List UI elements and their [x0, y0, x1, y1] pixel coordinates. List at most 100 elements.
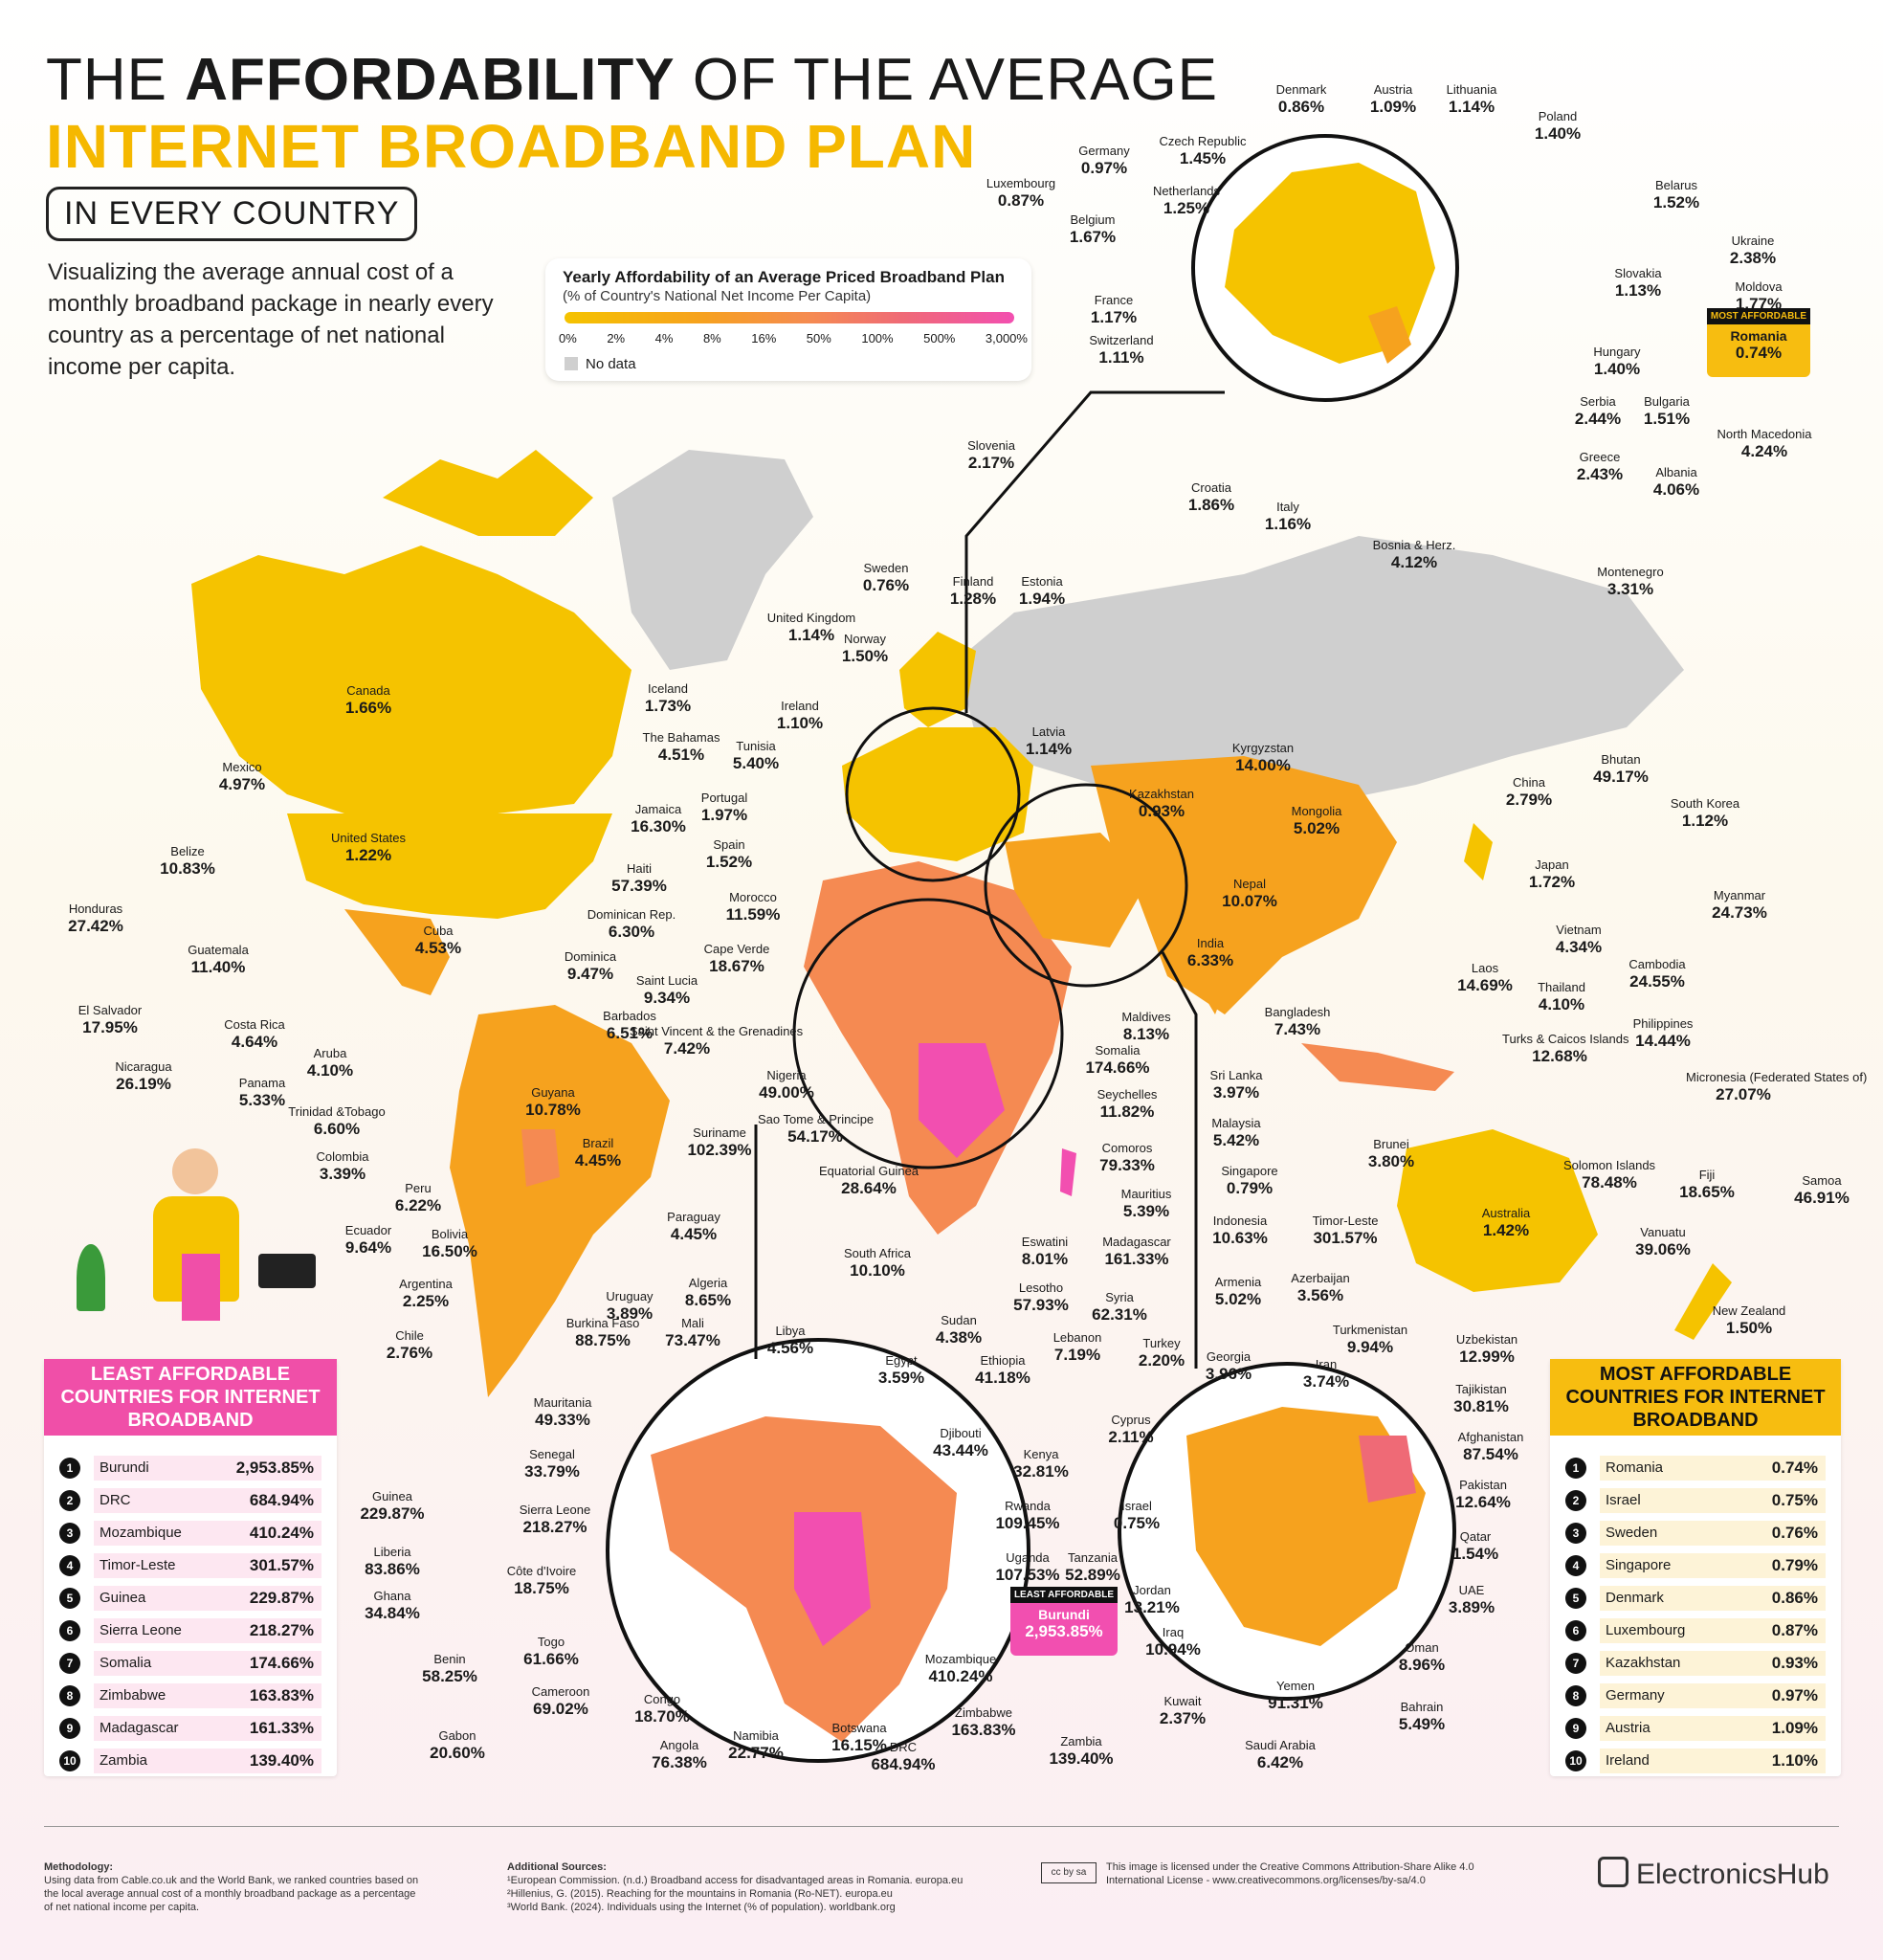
country-label: Sweden 0.76% — [829, 561, 943, 595]
country-label: United States 1.22% — [311, 831, 426, 865]
country-value: 1.25% — [1163, 199, 1210, 217]
ranking-row: 3 Sweden 0.76% — [1565, 1520, 1826, 1547]
country-label: Afghanistan 87.54% — [1433, 1430, 1548, 1464]
country-label: Ghana 34.84% — [335, 1589, 450, 1623]
country-label: Vietnam 4.34% — [1521, 923, 1636, 957]
country-name: Angola — [659, 1738, 699, 1752]
country-name: Aruba — [313, 1046, 347, 1060]
country-value: 4.53% — [414, 939, 462, 957]
country-label: Slovakia 1.13% — [1581, 266, 1695, 301]
country-value: 1.86% — [1187, 496, 1235, 514]
country-name: Cuba — [423, 924, 454, 938]
country-value: 2.20% — [1138, 1351, 1185, 1370]
country-value: 28.64% — [841, 1179, 897, 1197]
rank-country: Austria — [1600, 1716, 1772, 1741]
rank-country: Kazakhstan — [1600, 1651, 1772, 1676]
country-value: 4.24% — [1740, 442, 1788, 460]
country-name: Barbados — [603, 1009, 656, 1023]
country-name: Rwanda — [1005, 1499, 1051, 1513]
country-value: 87.54% — [1463, 1445, 1518, 1463]
country-name: Kyrgyzstan — [1231, 741, 1295, 755]
country-label: Angola 76.38% — [622, 1738, 737, 1772]
country-label: Iceland 1.73% — [610, 681, 725, 716]
country-label: Serbia 2.44% — [1540, 394, 1655, 429]
country-value: 1.40% — [1593, 360, 1641, 378]
rank-number: 4 — [59, 1555, 80, 1576]
country-name: Iran — [1315, 1357, 1338, 1371]
country-value: 3.59% — [877, 1369, 925, 1387]
country-name: Sierra Leone — [519, 1503, 591, 1517]
legend-color-bar — [565, 312, 1014, 323]
country-label: Greece 2.43% — [1542, 450, 1657, 484]
country-value: 17.95% — [82, 1018, 138, 1036]
country-value: 3.31% — [1606, 580, 1654, 598]
country-label: Somalia 174.66% — [1060, 1043, 1175, 1078]
country-value: 0.93% — [1138, 802, 1185, 820]
country-name: Armenia — [1214, 1275, 1262, 1289]
country-label: Poland 1.40% — [1500, 109, 1615, 144]
country-name: Madagascar — [1102, 1235, 1171, 1249]
least-panel-title: LEAST AFFORDABLE COUNTRIES FOR INTERNET … — [44, 1359, 337, 1436]
country-label: Iraq 10.94% — [1116, 1625, 1230, 1659]
country-value: 16.50% — [422, 1242, 477, 1260]
country-label: Zimbabwe 163.83% — [926, 1705, 1041, 1740]
country-label: Libya 4.56% — [733, 1324, 848, 1358]
country-label: Spain 1.52% — [672, 837, 786, 872]
country-name: Japan — [1535, 858, 1569, 872]
country-name: Philippines — [1632, 1016, 1694, 1031]
country-value: 2.37% — [1159, 1709, 1207, 1727]
country-name: Ukraine — [1731, 234, 1775, 248]
rank-value: 0.75% — [1771, 1488, 1826, 1513]
ranking-row: 3 Mozambique 410.24% — [59, 1520, 321, 1547]
country-value: 18.70% — [634, 1707, 690, 1726]
rank-value: 1.10% — [1771, 1748, 1826, 1773]
country-value: 4.10% — [306, 1061, 354, 1080]
central-africa-shape — [919, 1043, 1005, 1158]
rank-number: 4 — [1565, 1555, 1586, 1576]
plant-icon — [77, 1244, 105, 1311]
country-value: 0.75% — [1113, 1514, 1161, 1532]
arctic-islands-shape — [383, 450, 593, 536]
country-name: Cambodia — [1628, 957, 1686, 971]
country-value: 4.56% — [766, 1339, 814, 1357]
legend-tick: 500% — [923, 331, 956, 345]
country-name: The Bahamas — [642, 730, 720, 745]
legend-tick: 2% — [607, 331, 626, 345]
ranking-row: 9 Austria 1.09% — [1565, 1715, 1826, 1742]
illustration-person-laptop — [57, 1129, 325, 1330]
country-label: Uruguay 3.89% — [572, 1289, 687, 1324]
legend-ticks: 0% 2% 4% 8% 16% 50% 100% 500% 3,000% — [559, 331, 1028, 345]
rank-country: Germany — [1600, 1683, 1772, 1708]
country-value: 4.97% — [218, 775, 266, 793]
country-label: Jordan 13.21% — [1095, 1583, 1209, 1617]
country-name: Sao Tome & Principe — [758, 1112, 875, 1126]
country-value: 12.64% — [1455, 1493, 1511, 1511]
country-value: 102.39% — [687, 1141, 752, 1159]
country-value: 139.40% — [1049, 1749, 1114, 1768]
country-name: Singapore — [1221, 1164, 1278, 1178]
rank-value: 410.24% — [249, 1521, 321, 1546]
rank-country: DRC — [94, 1488, 250, 1513]
country-value: 41.18% — [975, 1369, 1030, 1387]
country-label: Tajikistan 30.81% — [1424, 1382, 1539, 1416]
country-name: Germany — [1078, 144, 1130, 158]
country-label: Burkina Faso 88.75% — [545, 1316, 660, 1350]
ranking-row: 4 Timor-Leste 301.57% — [59, 1552, 321, 1579]
country-value: 10.63% — [1212, 1229, 1268, 1247]
country-value: 109.45% — [995, 1514, 1060, 1532]
rank-number: 7 — [59, 1653, 80, 1674]
country-name: Vanuatu — [1640, 1225, 1686, 1239]
country-name: Mauritius — [1120, 1187, 1172, 1201]
country-name: Bolivia — [431, 1227, 469, 1241]
country-label: Peru 6.22% — [361, 1181, 476, 1215]
country-label: Norway 1.50% — [808, 632, 922, 666]
country-name: Azerbaijan — [1291, 1271, 1350, 1285]
country-label: DRC 684.94% — [846, 1740, 961, 1774]
legend-tick: 8% — [702, 331, 721, 345]
country-name: Senegal — [529, 1447, 575, 1461]
country-name: South Korea — [1670, 796, 1740, 811]
japan-shape — [1464, 823, 1493, 880]
country-value: 58.25% — [422, 1667, 477, 1685]
rank-number: 5 — [59, 1588, 80, 1609]
country-value: 5.39% — [1122, 1202, 1170, 1220]
